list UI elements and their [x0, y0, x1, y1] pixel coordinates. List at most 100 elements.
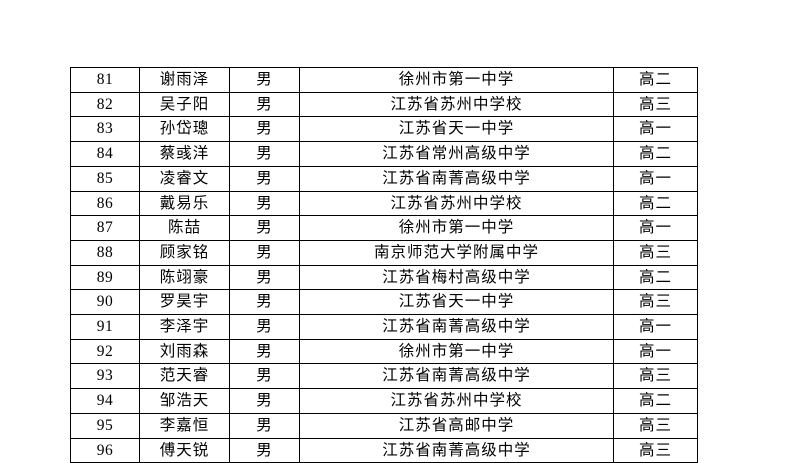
cell-name: 陈翊豪 [139, 264, 230, 291]
cell-gender: 男 [229, 67, 300, 93]
cell-index: 82 [70, 91, 140, 118]
cell-grade: 高二 [613, 388, 698, 414]
page-canvas: 81 谢雨泽男徐州市第一中学 高二 82 吴子阳男江苏省苏州中学校 高三 83 孙岱璁男江苏省… [70, 67, 698, 463]
cell-index: 95 [70, 412, 140, 439]
table-row: 94 邹浩天男江苏省苏州中学校 高二 [70, 388, 698, 414]
cell-gender: 男 [229, 437, 300, 463]
cell-grade: 高一 [613, 338, 698, 365]
student-roster-table: 81 谢雨泽男徐州市第一中学 高二 82 吴子阳男江苏省苏州中学校 高三 83 孙岱璁男江苏省… [70, 67, 698, 463]
cell-name: 邹浩天 [139, 388, 230, 414]
cell-grade: 高三 [613, 412, 698, 439]
cell-gender: 男 [229, 116, 300, 143]
cell-index: 94 [70, 388, 140, 414]
table-row: 89 陈翊豪男江苏省梅村高级中学 高二 [70, 264, 698, 291]
cell-grade: 高三 [613, 239, 698, 266]
cell-school: 江苏省南菁高级中学 [299, 363, 614, 390]
cell-name: 罗昊宇 [139, 289, 230, 316]
table-row: 82 吴子阳男江苏省苏州中学校 高三 [70, 91, 698, 118]
cell-school: 江苏省苏州中学校 [299, 91, 614, 118]
cell-index: 91 [70, 314, 140, 340]
cell-school: 江苏省苏州中学校 [299, 190, 614, 217]
cell-school: 江苏省天一中学 [299, 116, 614, 143]
cell-grade: 高一 [613, 314, 698, 340]
cell-gender: 男 [229, 314, 300, 340]
cell-index: 92 [70, 338, 140, 365]
cell-index: 84 [70, 141, 140, 167]
cell-index: 83 [70, 116, 140, 143]
cell-name: 傅天锐 [139, 437, 230, 463]
cell-school: 江苏省梅村高级中学 [299, 264, 614, 291]
cell-grade: 高二 [613, 67, 698, 93]
cell-name: 范天睿 [139, 363, 230, 390]
cell-index: 81 [70, 67, 140, 93]
cell-index: 85 [70, 165, 140, 192]
cell-school: 南京师范大学附属中学 [299, 239, 614, 266]
roster-table-body: 81 谢雨泽男徐州市第一中学 高二 82 吴子阳男江苏省苏州中学校 高三 83 孙岱璁男江苏省… [70, 67, 698, 463]
table-row: 91 李泽宇男江苏省南菁高级中学 高一 [70, 314, 698, 340]
cell-index: 90 [70, 289, 140, 316]
table-row: 87 陈喆男徐州市第一中学 高一 [70, 215, 698, 241]
cell-gender: 男 [229, 215, 300, 241]
cell-name: 吴子阳 [139, 91, 230, 118]
cell-gender: 男 [229, 412, 300, 439]
cell-gender: 男 [229, 190, 300, 217]
table-row: 95 李嘉恒男江苏省高邮中学 高三 [70, 412, 698, 439]
table-row: 93 范天睿男江苏省南菁高级中学 高三 [70, 363, 698, 390]
cell-school: 江苏省苏州中学校 [299, 388, 614, 414]
cell-index: 93 [70, 363, 140, 390]
cell-grade: 高二 [613, 141, 698, 167]
cell-grade: 高三 [613, 363, 698, 390]
cell-grade: 高一 [613, 165, 698, 192]
cell-name: 李泽宇 [139, 314, 230, 340]
cell-grade: 高二 [613, 190, 698, 217]
cell-name: 谢雨泽 [139, 67, 230, 93]
cell-school: 徐州市第一中学 [299, 338, 614, 365]
cell-grade: 高一 [613, 116, 698, 143]
cell-gender: 男 [229, 264, 300, 291]
cell-gender: 男 [229, 363, 300, 390]
cell-grade: 高一 [613, 215, 698, 241]
cell-name: 顾家铭 [139, 239, 230, 266]
cell-name: 凌睿文 [139, 165, 230, 192]
cell-school: 江苏省南菁高级中学 [299, 165, 614, 192]
table-row: 86 戴易乐男江苏省苏州中学校 高二 [70, 190, 698, 217]
table-row: 84 蔡彧洋男江苏省常州高级中学 高二 [70, 141, 698, 167]
cell-name: 刘雨森 [139, 338, 230, 365]
table-row: 88 顾家铭男南京师范大学附属中学 高三 [70, 239, 698, 266]
cell-name: 戴易乐 [139, 190, 230, 217]
cell-gender: 男 [229, 91, 300, 118]
cell-index: 87 [70, 215, 140, 241]
cell-name: 蔡彧洋 [139, 141, 230, 167]
cell-gender: 男 [229, 289, 300, 316]
cell-gender: 男 [229, 338, 300, 365]
cell-grade: 高三 [613, 91, 698, 118]
table-row: 83 孙岱璁男江苏省天一中学 高一 [70, 116, 698, 143]
cell-index: 88 [70, 239, 140, 266]
roster-table-container: 81 谢雨泽男徐州市第一中学 高二 82 吴子阳男江苏省苏州中学校 高三 83 孙岱璁男江苏省… [70, 67, 698, 463]
cell-index: 96 [70, 437, 140, 463]
cell-name: 陈喆 [139, 215, 230, 241]
cell-gender: 男 [229, 141, 300, 167]
cell-grade: 高三 [613, 289, 698, 316]
cell-school: 江苏省天一中学 [299, 289, 614, 316]
cell-school: 徐州市第一中学 [299, 67, 614, 93]
table-row: 90 罗昊宇男江苏省天一中学 高三 [70, 289, 698, 316]
cell-name: 李嘉恒 [139, 412, 230, 439]
cell-index: 86 [70, 190, 140, 217]
table-row: 81 谢雨泽男徐州市第一中学 高二 [70, 67, 698, 93]
table-row: 92 刘雨森男徐州市第一中学 高一 [70, 338, 698, 365]
cell-gender: 男 [229, 388, 300, 414]
cell-school: 江苏省高邮中学 [299, 412, 614, 439]
table-row: 96 傅天锐男江苏省南菁高级中学 高三 [70, 437, 698, 463]
cell-name: 孙岱璁 [139, 116, 230, 143]
cell-grade: 高三 [613, 437, 698, 463]
cell-gender: 男 [229, 165, 300, 192]
cell-school: 江苏省南菁高级中学 [299, 437, 614, 463]
cell-school: 江苏省常州高级中学 [299, 141, 614, 167]
cell-school: 江苏省南菁高级中学 [299, 314, 614, 340]
cell-grade: 高二 [613, 264, 698, 291]
cell-gender: 男 [229, 239, 300, 266]
cell-school: 徐州市第一中学 [299, 215, 614, 241]
cell-index: 89 [70, 264, 140, 291]
table-row: 85 凌睿文男江苏省南菁高级中学 高一 [70, 165, 698, 192]
